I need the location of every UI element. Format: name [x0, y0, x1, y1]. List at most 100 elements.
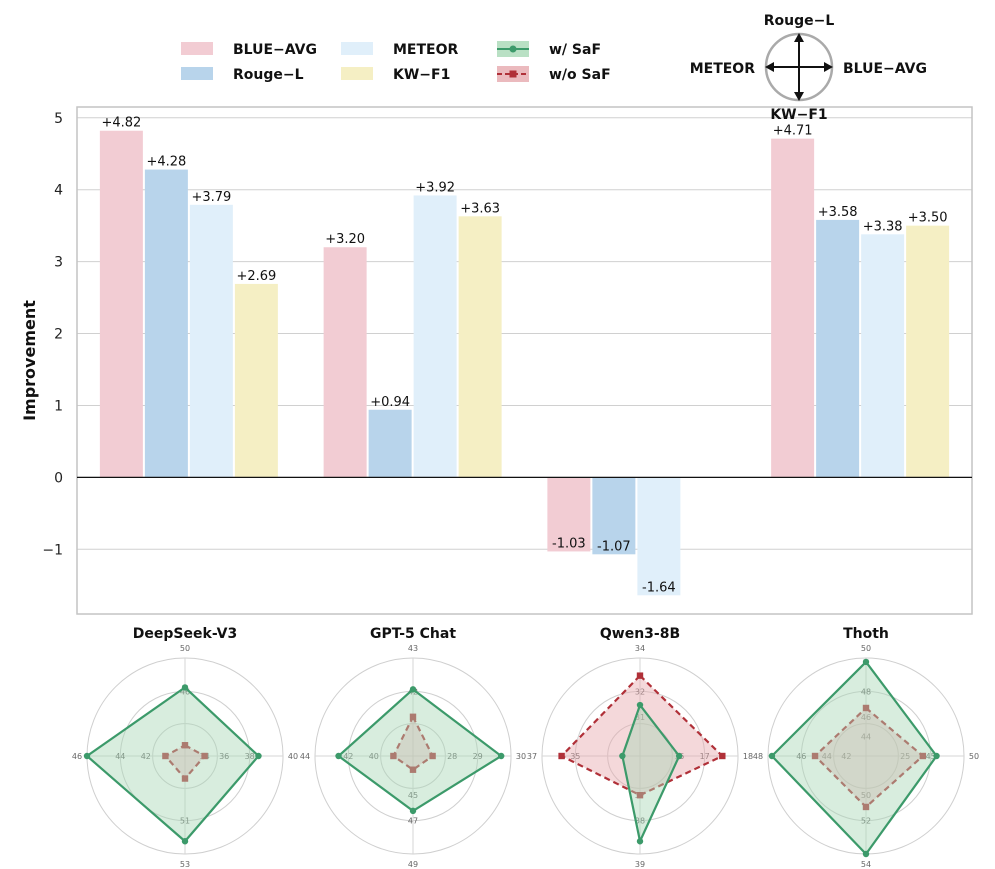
legend-label: Rouge−L: [233, 67, 304, 83]
arrow-head: [794, 92, 804, 101]
legend-swatch: [341, 67, 373, 80]
radar-tick-label: 44: [861, 732, 871, 741]
radar-tick-label: 45: [408, 791, 418, 800]
data-label: +4.71: [773, 124, 813, 139]
radar-tick-label: 46: [180, 687, 190, 696]
plot-frame: [76, 106, 973, 615]
bar: [144, 169, 188, 478]
bar: [816, 219, 860, 478]
bar: [547, 477, 591, 552]
with-saf-polygon: [85, 685, 261, 843]
radar-tick-label: 42: [841, 752, 851, 761]
bar: [234, 283, 278, 478]
radar-title: DeepSeek-V3: [133, 626, 237, 642]
y-tick-label: 5: [54, 111, 63, 127]
with-saf-point: [636, 838, 644, 845]
with-saf-point: [181, 838, 189, 845]
data-label: -1.03: [552, 536, 586, 551]
radar-tick-label: 44: [822, 752, 832, 761]
without-saf-point: [181, 742, 189, 749]
y-tick-label: 0: [54, 470, 63, 486]
radar-tick-label: 44: [115, 752, 125, 761]
bar: [771, 138, 815, 478]
data-label: +3.20: [325, 232, 365, 247]
radar-tick-label: 53: [180, 860, 190, 869]
data-label: +3.58: [818, 205, 858, 220]
radar-tick-label: 50: [969, 752, 979, 761]
radar-tick-label: 39: [635, 860, 645, 869]
radar-tick-label: 42: [141, 752, 151, 761]
bar: [99, 130, 143, 478]
radar-tick-label: 46: [72, 752, 82, 761]
radar-tick-label: 48: [753, 752, 763, 761]
arrow-head: [794, 33, 804, 42]
radar-tick-label: 50: [180, 644, 190, 653]
bar: [861, 234, 905, 478]
radar-tick-label: 44: [300, 752, 310, 761]
radar-tick-label: 30: [516, 752, 526, 761]
radar-tick-label: 40: [369, 752, 379, 761]
legend-swatch: [181, 67, 213, 80]
arrow-head: [824, 62, 833, 72]
radar-tick-label: 46: [861, 713, 871, 722]
with-saf-point: [498, 752, 505, 760]
legend-swatch: [181, 42, 213, 55]
with-saf-point: [83, 752, 91, 760]
without-saf-point: [390, 752, 397, 760]
radar-tick-label: 31: [635, 713, 645, 722]
legend-marker: [509, 70, 517, 78]
y-tick-label: −1: [42, 542, 63, 558]
legend-label: BLUE−AVG: [233, 42, 317, 58]
bar: [189, 204, 233, 478]
radar-tick-label: 38: [635, 817, 645, 826]
without-saf-polygon: [391, 714, 435, 772]
bar: [413, 195, 457, 478]
radar-tick-label: 50: [861, 791, 871, 800]
with-saf-point: [181, 684, 189, 691]
data-label: +0.94: [370, 395, 410, 410]
without-saf-point: [862, 704, 870, 712]
data-label: +3.92: [415, 180, 455, 195]
legend-swatch: [341, 42, 373, 55]
with-saf-polygon: [336, 687, 504, 813]
without-saf-point: [719, 752, 726, 760]
axis-key-left: METEOR: [690, 61, 756, 77]
radar-tick-label: 50: [861, 644, 871, 653]
axis-key-top: Rouge−L: [764, 13, 835, 29]
without-saf-point: [409, 713, 417, 720]
without-saf-point: [919, 752, 927, 760]
legend-label: METEOR: [393, 42, 459, 58]
data-label: +4.28: [146, 155, 186, 170]
legend-label: w/ SaF: [549, 42, 601, 58]
radar-tick-label: 52: [861, 817, 871, 826]
y-tick-label: 3: [54, 255, 63, 271]
radar-tick-label: 28: [447, 752, 457, 761]
bar: [368, 409, 412, 478]
y-tick-label: 4: [54, 183, 63, 199]
without-saf-point: [201, 752, 208, 760]
without-saf-polygon: [559, 674, 725, 797]
data-label: +2.69: [236, 269, 276, 284]
without-saf-point: [162, 752, 169, 760]
bar: [637, 477, 681, 596]
radar-title: GPT-5 Chat: [370, 626, 456, 642]
with-saf-point: [335, 752, 342, 760]
with-saf-point: [409, 807, 417, 815]
radar-title: Qwen3-8B: [600, 626, 680, 642]
with-saf-point: [409, 686, 417, 693]
legend-label: KW−F1: [393, 67, 450, 83]
without-saf-point: [636, 672, 644, 679]
radar-tick-label: 43: [408, 644, 418, 653]
radar-tick-label: 49: [408, 860, 418, 869]
without-saf-point: [558, 752, 565, 760]
with-saf-point: [862, 850, 870, 858]
arrow-head: [765, 62, 774, 72]
with-saf-point: [636, 701, 644, 709]
data-label: -1.07: [597, 539, 631, 554]
with-saf-point: [862, 658, 870, 666]
radar-tick-label: 42: [343, 752, 353, 761]
radar-tick-label: 38: [245, 752, 255, 761]
with-saf-point: [619, 752, 626, 760]
